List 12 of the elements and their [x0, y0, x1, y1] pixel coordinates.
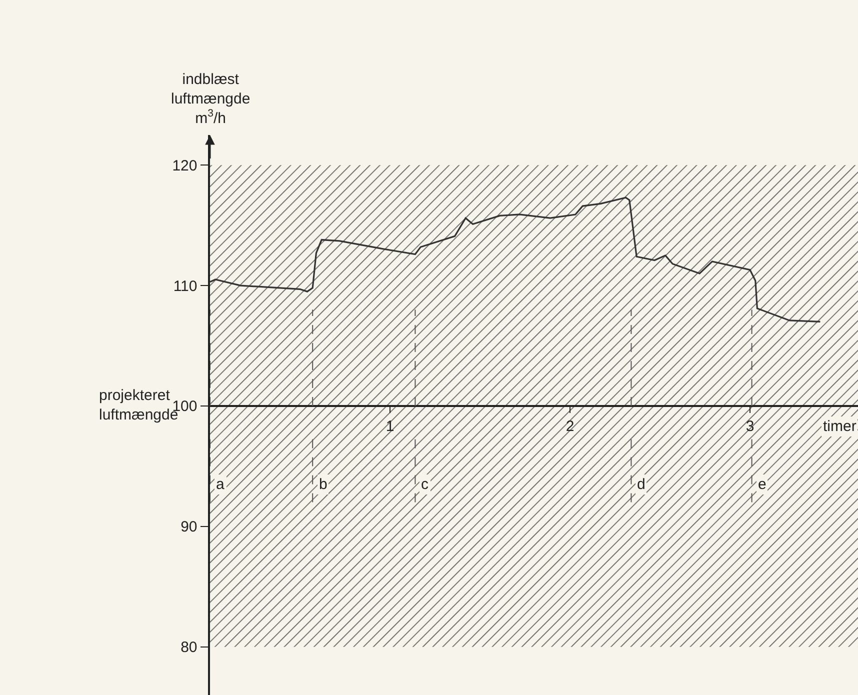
y-axis-title: indblæst luftmængde m$^{3}$/h	[171, 71, 250, 127]
x-axis-title: timer	[823, 418, 856, 435]
ref-line-label: a	[216, 476, 225, 493]
ref-line-label: c	[421, 476, 429, 493]
y-tick-label: 110	[173, 278, 198, 295]
y-tick-label: 120	[172, 157, 198, 174]
ref-line-label: b	[319, 476, 328, 493]
line-series	[210, 196, 821, 322]
y-tick-label: 90	[180, 518, 198, 536]
y-tick-label: 80	[180, 639, 198, 656]
ref-line-label: d	[637, 476, 646, 493]
ref-line-label: e	[758, 476, 766, 493]
